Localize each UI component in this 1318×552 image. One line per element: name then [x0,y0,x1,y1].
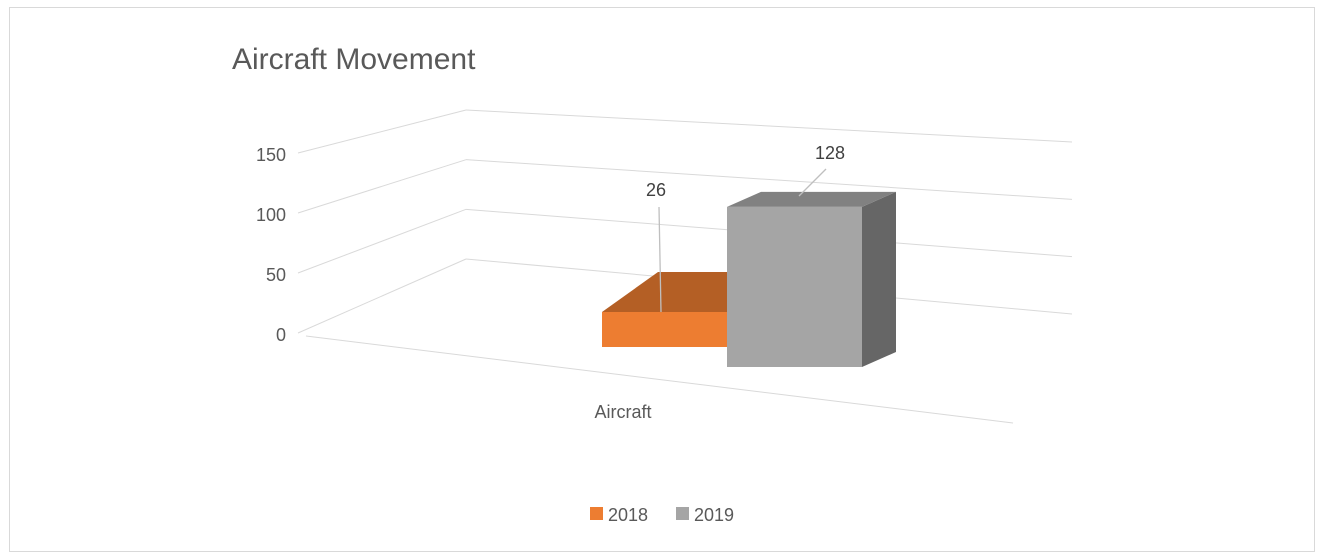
gridline-side [297,208,467,274]
bar-side-2019 [862,191,896,367]
chart-title: Aircraft Movement [232,43,476,76]
y-tick-label: 0 [276,325,286,345]
data-label: 26 [646,180,666,200]
gridline-back [465,159,1073,200]
gridlines [297,109,1073,424]
legend-item-2019: 2019 [676,505,734,525]
data-label: 128 [815,143,845,163]
gridline-side [297,258,467,334]
category-label: Aircraft [594,402,651,422]
gridline-side [297,109,467,154]
legend: 2018 2019 [590,505,734,525]
legend-swatch [676,507,689,520]
gridline-side [297,159,467,214]
legend-label: 2019 [694,505,734,525]
floor-edge [305,335,1014,424]
y-tick-label: 100 [256,205,286,225]
leader-line [798,168,827,197]
bar-top-2019 [727,191,896,207]
bars [602,191,896,367]
legend-swatch [590,507,603,520]
legend-label: 2018 [608,505,648,525]
y-tick-label: 150 [256,145,286,165]
bar-2019 [727,191,896,367]
y-axis-ticks: 0 50 100 150 [256,145,286,345]
y-tick-label: 50 [266,265,286,285]
gridline-back [465,109,1073,143]
bar-front-2018 [602,311,727,347]
bar-front-2019 [727,206,862,367]
data-labels: 26 128 [646,143,845,313]
legend-item-2018: 2018 [590,505,648,525]
leader-line [658,206,662,313]
